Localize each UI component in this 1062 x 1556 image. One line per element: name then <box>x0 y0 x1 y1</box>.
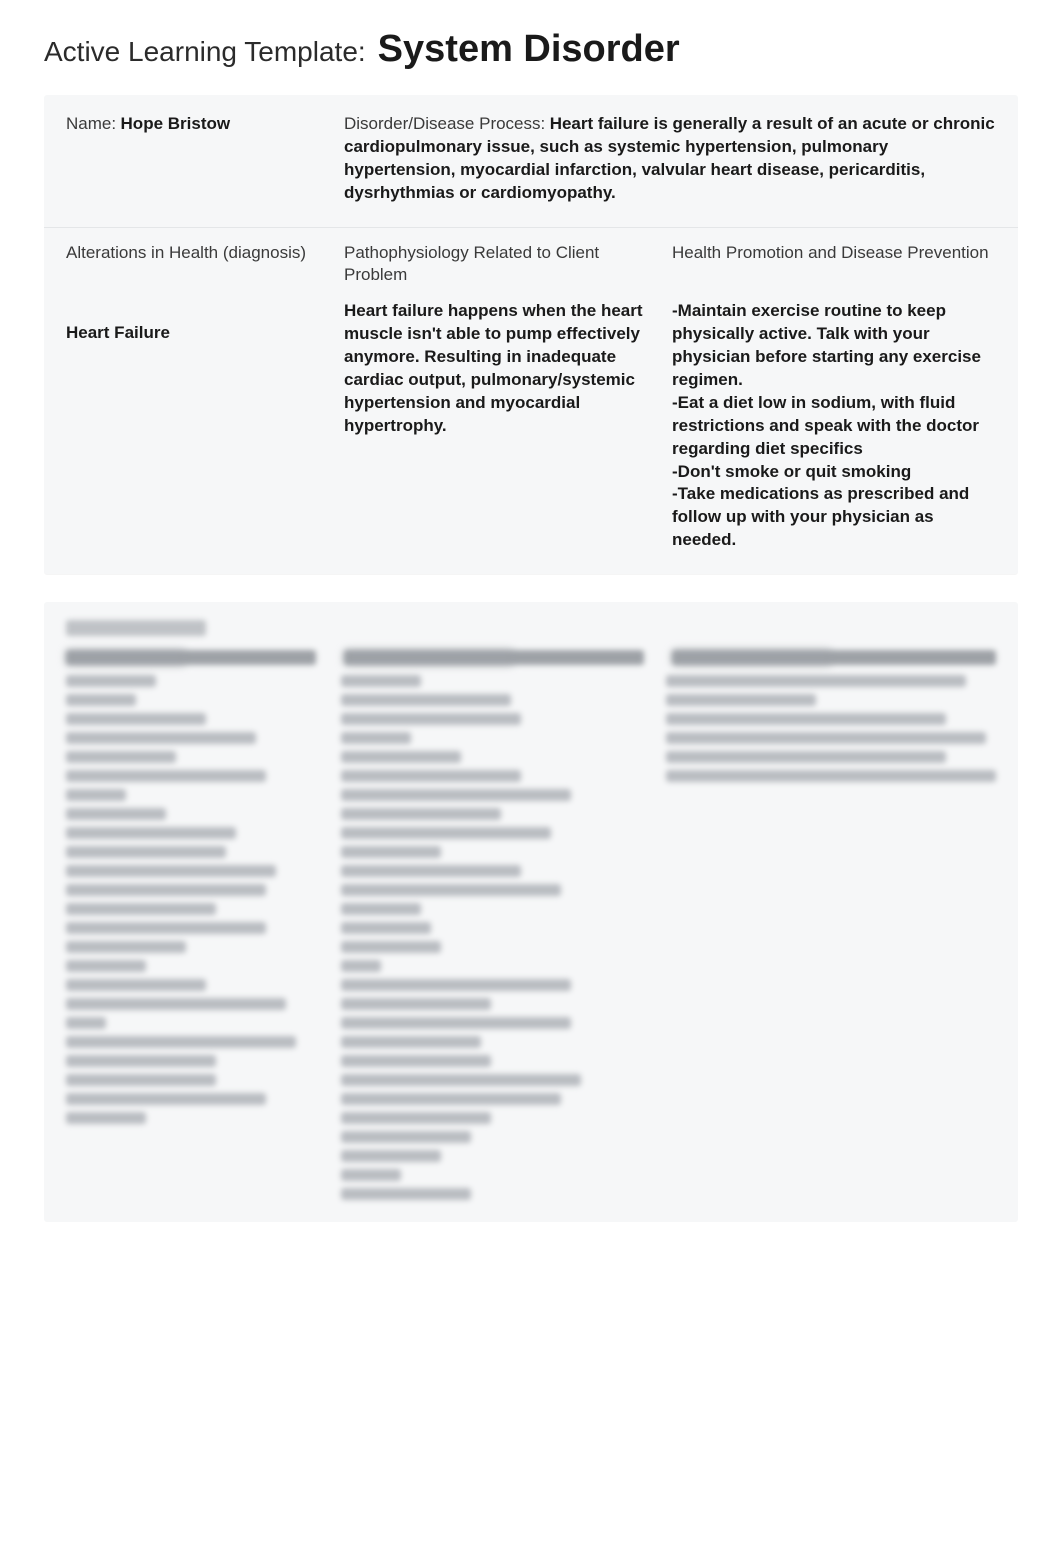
blurred-line <box>341 960 381 972</box>
blurred-line <box>66 827 236 839</box>
blurred-line <box>341 884 561 896</box>
blurred-line <box>341 1112 491 1124</box>
ddp-label: Disorder/Disease Process: <box>344 114 545 133</box>
blurred-line <box>66 1055 216 1067</box>
top-card: Name: Hope Bristow Disorder/Disease Proc… <box>44 95 1018 574</box>
blurred-line <box>66 751 176 763</box>
blurred-line <box>66 1036 296 1048</box>
page-root: Active Learning Template: System Disorde… <box>0 0 1062 1262</box>
divider <box>44 227 1018 228</box>
blurred-line <box>341 1169 401 1181</box>
blurred-col-1 <box>66 675 313 1200</box>
col-left-body: Heart Failure <box>66 322 316 345</box>
blurred-line <box>341 865 521 877</box>
ddp-block: Disorder/Disease Process: Heart failure … <box>344 113 996 205</box>
blurred-line <box>341 675 421 687</box>
blurred-line <box>341 1055 491 1067</box>
blurred-section-title <box>66 620 206 636</box>
blurred-line <box>666 713 946 725</box>
col-left-body-wrap: Heart Failure <box>66 300 316 552</box>
title-main: System Disorder <box>378 28 680 71</box>
blurred-line <box>341 922 431 934</box>
col-mid-body: Heart failure happens when the heart mus… <box>344 300 644 552</box>
blurred-line <box>341 979 571 991</box>
blurred-line <box>341 941 441 953</box>
blurred-line <box>341 713 521 725</box>
blurred-line <box>341 1188 471 1200</box>
blurred-line <box>341 789 571 801</box>
blurred-line <box>66 1112 146 1124</box>
name-block: Name: Hope Bristow <box>66 113 316 205</box>
blurred-line <box>66 675 156 687</box>
blurred-line <box>666 751 946 763</box>
blurred-line <box>66 941 186 953</box>
name-label: Name: <box>66 114 116 133</box>
blurred-line <box>66 732 256 744</box>
title-row: Active Learning Template: System Disorde… <box>44 28 1018 71</box>
blurred-line <box>341 751 461 763</box>
title-prefix: Active Learning Template: <box>44 36 366 68</box>
blurred-line <box>66 960 146 972</box>
blurred-line <box>341 1074 581 1086</box>
blurred-line <box>66 979 206 991</box>
blurred-line <box>66 903 216 915</box>
blurred-line <box>666 732 986 744</box>
blurred-line <box>66 922 266 934</box>
blurred-line <box>341 1017 571 1029</box>
blurred-line <box>66 1074 216 1086</box>
blurred-header-2-inner <box>344 650 514 665</box>
blurred-line <box>66 713 206 725</box>
blurred-line <box>66 694 136 706</box>
blurred-col-2 <box>341 675 638 1200</box>
blurred-header-3-inner <box>672 650 832 665</box>
columns-headings: Alterations in Health (diagnosis) Pathop… <box>66 242 996 286</box>
blurred-line <box>66 1017 106 1029</box>
blurred-line <box>66 846 226 858</box>
blurred-line <box>341 770 521 782</box>
blurred-line <box>66 998 286 1010</box>
header-row: Name: Hope Bristow Disorder/Disease Proc… <box>66 113 996 205</box>
blurred-line <box>66 770 266 782</box>
blurred-line <box>341 846 441 858</box>
blurred-line <box>666 694 816 706</box>
blurred-line <box>341 1093 561 1105</box>
blurred-line <box>666 675 966 687</box>
blurred-line <box>341 808 501 820</box>
blurred-line <box>66 1093 266 1105</box>
col-right-body: -Maintain exercise routine to keep physi… <box>672 300 996 552</box>
col-left-heading: Alterations in Health (diagnosis) <box>66 242 316 286</box>
blurred-col-3 <box>666 675 996 1200</box>
col-mid-heading: Pathophysiology Related to Client Proble… <box>344 242 644 286</box>
blurred-line <box>341 1036 481 1048</box>
blurred-line <box>66 789 126 801</box>
blurred-header-1 <box>66 650 316 665</box>
blurred-line <box>66 808 166 820</box>
blurred-line <box>341 694 511 706</box>
name-value: Hope Bristow <box>121 114 231 133</box>
blurred-header-3 <box>672 650 996 665</box>
blurred-line <box>341 998 491 1010</box>
blurred-line <box>341 827 551 839</box>
col-right-heading: Health Promotion and Disease Prevention <box>672 242 996 286</box>
blurred-columns <box>66 675 996 1200</box>
blurred-line <box>341 1131 471 1143</box>
blurred-line <box>66 884 266 896</box>
blurred-line <box>341 1150 441 1162</box>
blurred-line <box>666 770 996 782</box>
blurred-card <box>44 602 1018 1222</box>
blurred-line <box>341 732 411 744</box>
blurred-line <box>341 903 421 915</box>
blurred-header-2 <box>344 650 644 665</box>
blurred-header-row <box>66 650 996 665</box>
columns-body: Heart Failure Heart failure happens when… <box>66 300 996 552</box>
blurred-header-1-inner <box>66 650 186 665</box>
blurred-line <box>66 865 276 877</box>
